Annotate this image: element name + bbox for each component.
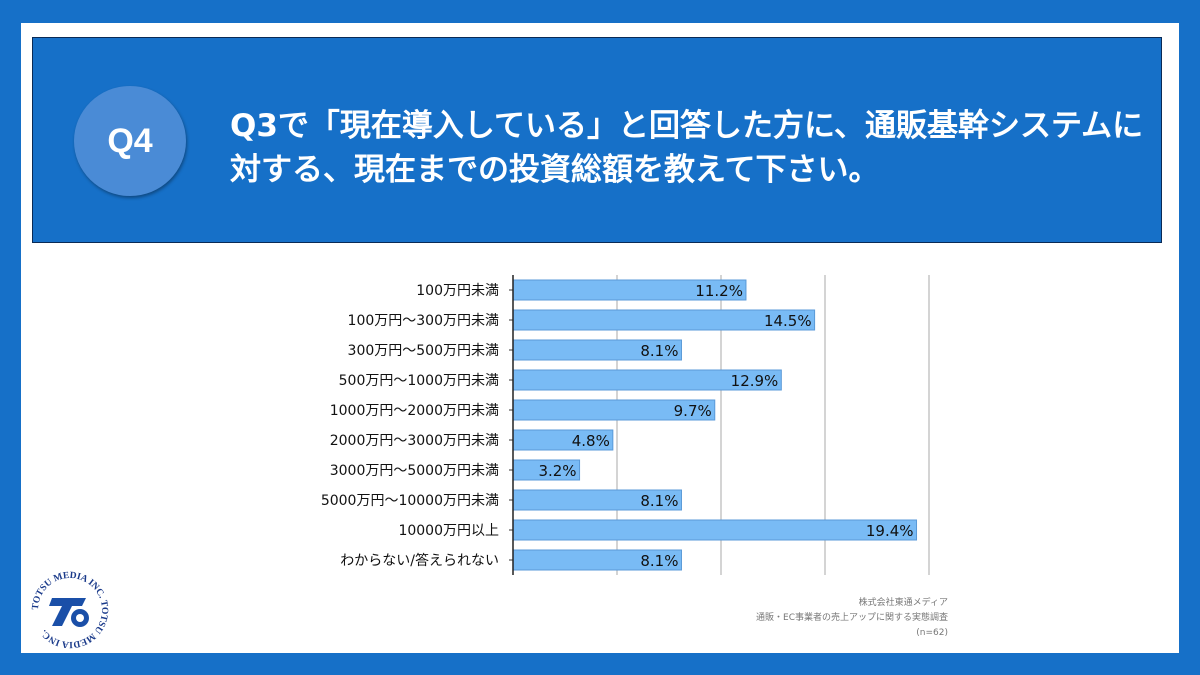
data-label: 3.2%	[538, 462, 576, 480]
source-company: 株式会社東通メディア	[858, 598, 948, 608]
category-label: 2000万円～3000万円未満	[330, 433, 499, 449]
category-label: 500万円～1000万円未満	[339, 373, 499, 389]
totsu-media-logo: TOTSU MEDIA INC. TOTSU MEDIA INC.	[31, 571, 109, 649]
category-label: 100万円未満	[416, 283, 499, 299]
question-header	[32, 37, 1162, 243]
chart-source: 株式会社東通メディア 通販・EC事業者の売上アップに関する実態調査 (n=62)	[756, 596, 948, 641]
data-label: 11.2%	[695, 282, 743, 300]
category-label: 10000万円以上	[398, 523, 499, 539]
source-survey: 通販・EC事業者の売上アップに関する実態調査	[756, 613, 948, 623]
question-title: Q3で「現在導入している」と回答した方に、通販基幹システムに対する、現在までの投…	[230, 108, 1144, 188]
category-label: 3000万円～5000万円未満	[330, 463, 499, 479]
category-label: わからない/答えられない	[340, 552, 499, 569]
category-label: 300万円～500万円未満	[348, 343, 499, 359]
category-label: 5000万円～10000万円未満	[321, 493, 499, 509]
category-label: 1000万円～2000万円未満	[330, 403, 499, 419]
data-label: 19.4%	[866, 522, 914, 540]
data-label: 8.1%	[640, 342, 678, 360]
data-label: 4.8%	[572, 432, 610, 450]
sample-size: (n=62)	[916, 628, 948, 638]
data-label: 9.7%	[674, 402, 712, 420]
bar	[512, 519, 918, 541]
data-label: 14.5%	[764, 312, 812, 330]
data-label: 8.1%	[640, 552, 678, 570]
data-label: 12.9%	[731, 372, 779, 390]
category-label: 100万円～300万円未満	[348, 313, 499, 329]
question-badge: Q4	[74, 86, 186, 196]
data-label: 8.1%	[640, 492, 678, 510]
